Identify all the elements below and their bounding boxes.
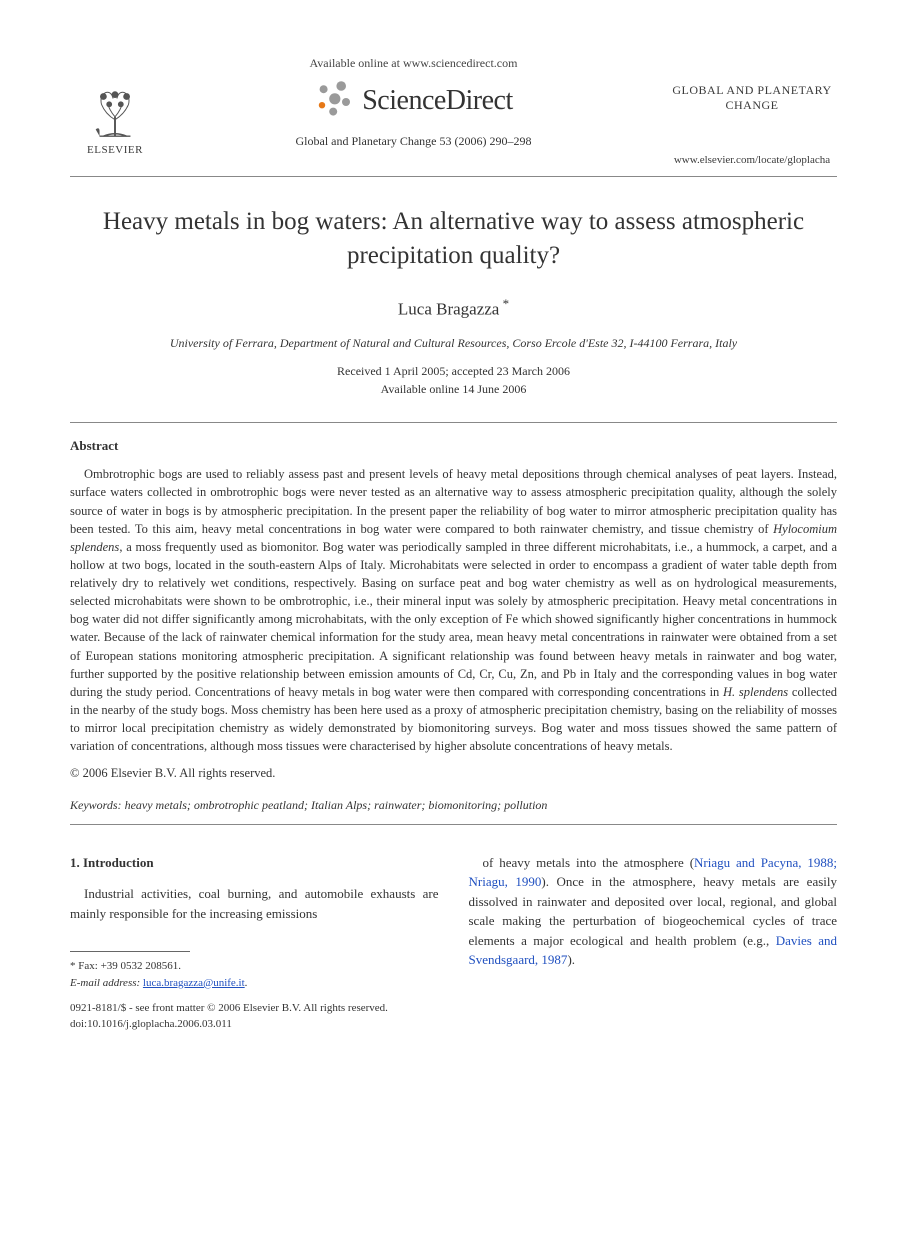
copyright-line: © 2006 Elsevier B.V. All rights reserved… bbox=[70, 765, 837, 783]
article-title: Heavy metals in bog waters: An alternati… bbox=[70, 205, 837, 273]
affiliation: University of Ferrara, Department of Nat… bbox=[70, 335, 837, 352]
abstract-body: Ombrotrophic bogs are used to reliably a… bbox=[70, 465, 837, 755]
author-line: Luca Bragazza * bbox=[70, 295, 837, 321]
footnote-fax: * Fax: +39 0532 208561. bbox=[70, 958, 439, 975]
available-online-text: Available online at www.sciencedirect.co… bbox=[160, 55, 667, 72]
sciencedirect-dots-icon bbox=[314, 78, 354, 123]
keywords-label: Keywords: bbox=[70, 798, 122, 812]
keywords-rule bbox=[70, 824, 837, 825]
fax-label: Fax: bbox=[78, 960, 98, 972]
column-right: of heavy metals into the atmosphere (Nri… bbox=[469, 853, 838, 1033]
intro-r-1: of heavy metals into the atmosphere ( bbox=[483, 855, 695, 870]
email-suffix: . bbox=[245, 977, 248, 989]
intro-heading: 1. Introduction bbox=[70, 853, 439, 873]
publisher-logo-block: ELSEVIER bbox=[70, 83, 160, 158]
header-right: GLOBAL AND PLANETARY CHANGE www.elsevier… bbox=[667, 55, 837, 168]
journal-url: www.elsevier.com/locate/gloplacha bbox=[667, 153, 837, 168]
abstract-heading: Abstract bbox=[70, 437, 837, 455]
footnote-block: * Fax: +39 0532 208561. E-mail address: … bbox=[70, 958, 439, 991]
email-link[interactable]: luca.bragazza@unife.it bbox=[143, 977, 245, 989]
abstract-top-rule bbox=[70, 422, 837, 423]
sciencedirect-wordmark: ScienceDirect bbox=[362, 81, 513, 120]
article-dates: Received 1 April 2005; accepted 23 March… bbox=[70, 362, 837, 398]
footnote-email: E-mail address: luca.bragazza@unife.it. bbox=[70, 975, 439, 992]
intro-r-3: ). bbox=[567, 952, 575, 967]
fax-number: +39 0532 208561. bbox=[98, 960, 181, 972]
email-label: E-mail address: bbox=[70, 977, 140, 989]
corresponding-star: * bbox=[70, 960, 78, 972]
corresponding-star-icon: * bbox=[499, 296, 509, 311]
abstract-text-1: Ombrotrophic bogs are used to reliably a… bbox=[70, 467, 837, 535]
header-rule bbox=[70, 176, 837, 177]
page-root: ELSEVIER Available online at www.science… bbox=[0, 0, 907, 1073]
header-center: Available online at www.sciencedirect.co… bbox=[160, 55, 667, 150]
elsevier-tree-icon bbox=[86, 83, 144, 141]
species-name-2: H. splendens bbox=[723, 685, 788, 699]
intro-paragraph-right: of heavy metals into the atmosphere (Nri… bbox=[469, 853, 838, 970]
issn-line-1: 0921-8181/$ - see front matter © 2006 El… bbox=[70, 1001, 439, 1017]
column-left: 1. Introduction Industrial activities, c… bbox=[70, 853, 439, 1033]
keywords-line: Keywords: heavy metals; ombrotrophic pea… bbox=[70, 797, 837, 814]
sciencedirect-logo: ScienceDirect bbox=[160, 78, 667, 123]
available-date: Available online 14 June 2006 bbox=[70, 380, 837, 398]
abstract-text-2: , a moss frequently used as biomonitor. … bbox=[70, 540, 837, 699]
received-date: Received 1 April 2005; accepted 23 March… bbox=[70, 362, 837, 380]
issn-block: 0921-8181/$ - see front matter © 2006 El… bbox=[70, 1001, 439, 1033]
doi-line: doi:10.1016/j.gloplacha.2006.03.011 bbox=[70, 1017, 439, 1033]
publisher-name: ELSEVIER bbox=[87, 143, 143, 158]
footnote-rule bbox=[70, 951, 190, 952]
journal-title: GLOBAL AND PLANETARY CHANGE bbox=[667, 83, 837, 113]
body-columns: 1. Introduction Industrial activities, c… bbox=[70, 853, 837, 1033]
citation-line: Global and Planetary Change 53 (2006) 29… bbox=[160, 133, 667, 150]
keywords-text: heavy metals; ombrotrophic peatland; Ita… bbox=[122, 798, 548, 812]
intro-paragraph-left: Industrial activities, coal burning, and… bbox=[70, 884, 439, 923]
author-name: Luca Bragazza bbox=[398, 300, 499, 319]
header-row: ELSEVIER Available online at www.science… bbox=[70, 55, 837, 168]
